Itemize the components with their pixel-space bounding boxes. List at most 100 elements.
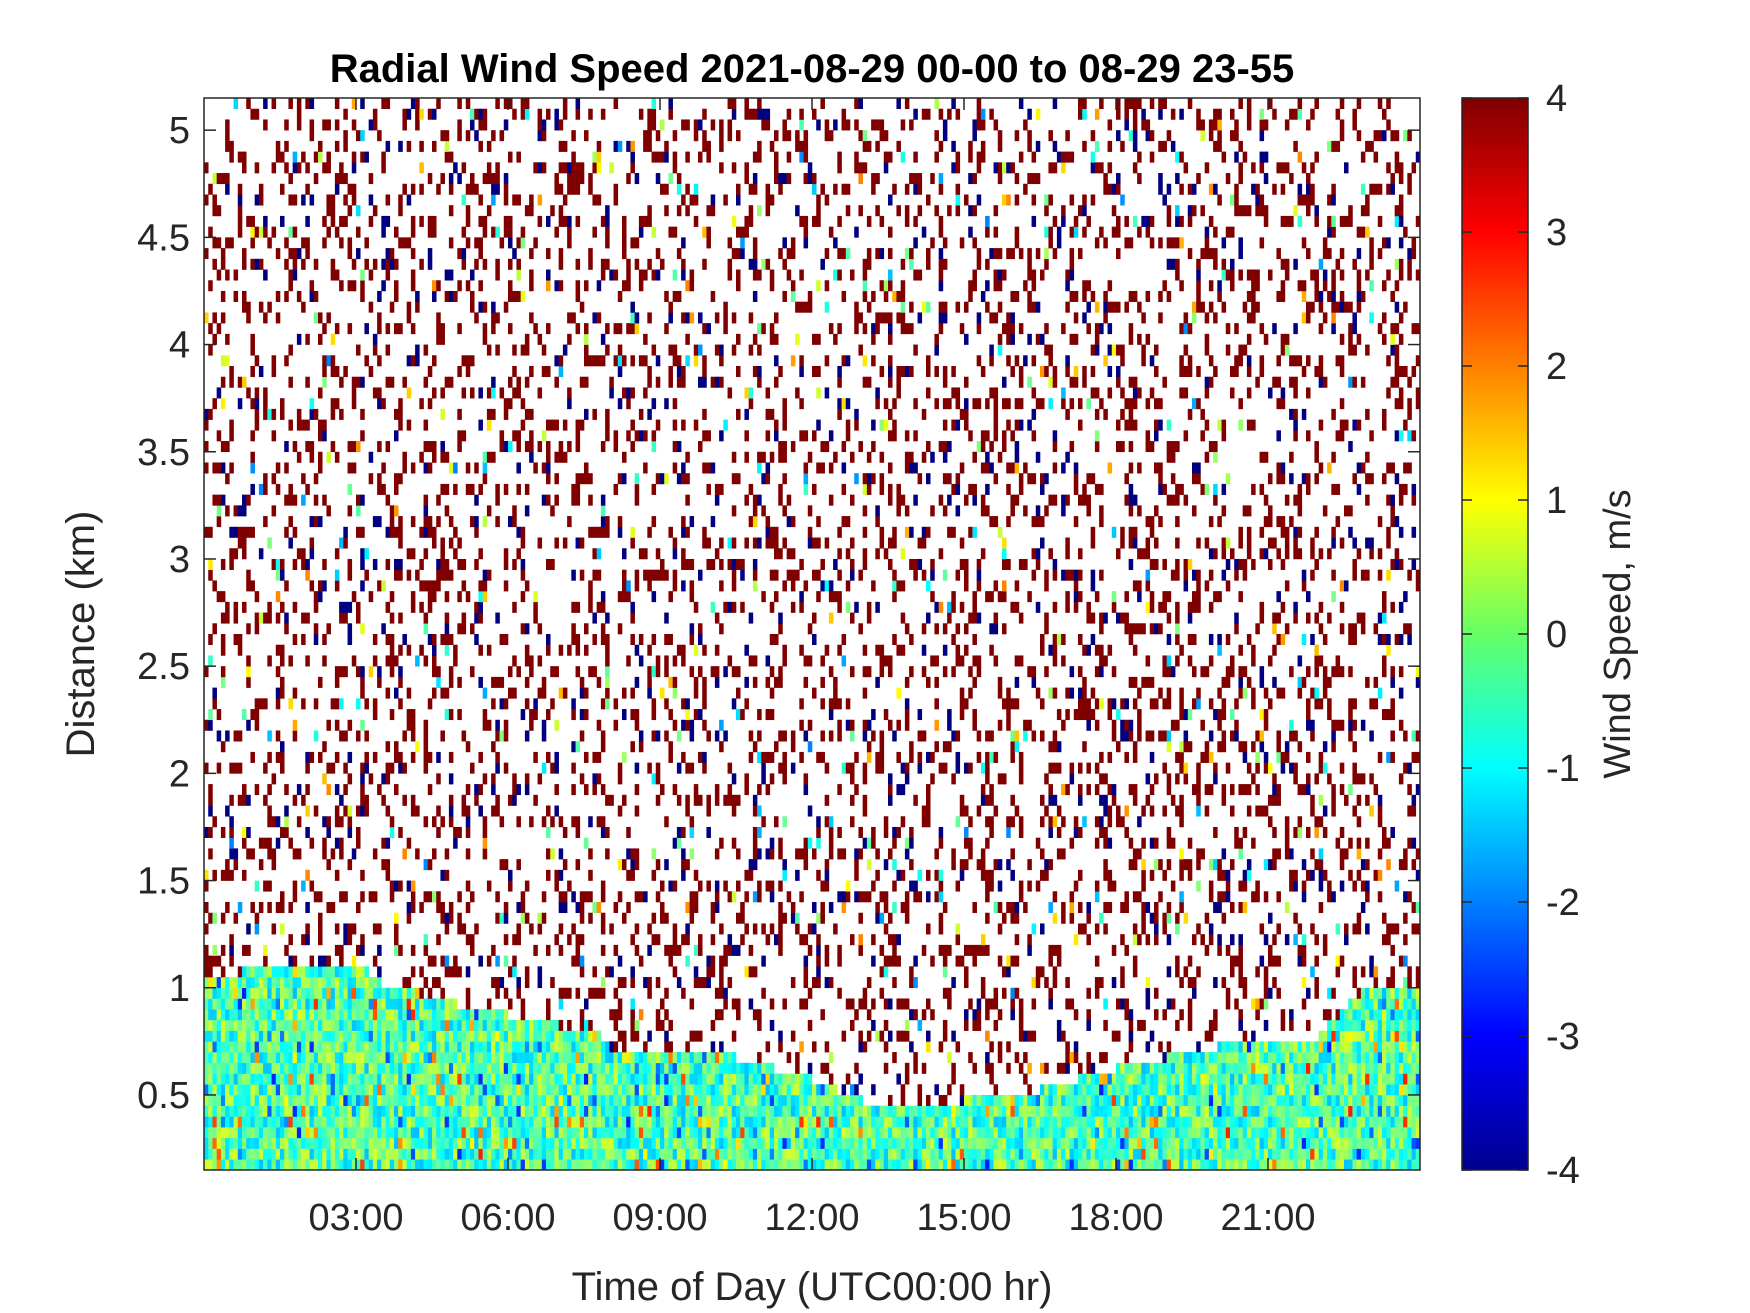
heatmap-cell bbox=[803, 140, 809, 152]
heatmap-cell bbox=[719, 966, 724, 978]
heatmap-cell bbox=[385, 269, 391, 281]
heatmap-cell bbox=[533, 237, 538, 249]
heatmap-cell bbox=[546, 1030, 551, 1042]
heatmap-cell bbox=[778, 451, 783, 463]
heatmap-cell bbox=[600, 880, 606, 892]
heatmap-cell bbox=[305, 1073, 310, 1085]
heatmap-cell bbox=[799, 1148, 804, 1160]
heatmap-cell bbox=[372, 387, 378, 399]
heatmap-cell bbox=[461, 248, 467, 260]
heatmap-cell bbox=[284, 1127, 289, 1139]
heatmap-cell bbox=[208, 344, 213, 356]
heatmap-cell bbox=[254, 612, 260, 624]
heatmap-cell bbox=[638, 741, 644, 753]
heatmap-cell bbox=[334, 1084, 340, 1096]
heatmap-cell bbox=[233, 1105, 239, 1117]
heatmap-cell bbox=[769, 1073, 775, 1085]
heatmap-cell bbox=[579, 891, 585, 903]
heatmap-cell bbox=[803, 730, 809, 742]
heatmap-cell bbox=[229, 816, 234, 828]
heatmap-cell bbox=[676, 1116, 682, 1128]
heatmap-cell bbox=[398, 1009, 403, 1021]
heatmap-cell bbox=[432, 441, 437, 453]
heatmap-cell bbox=[592, 1127, 597, 1139]
heatmap-cell bbox=[651, 1073, 657, 1085]
heatmap-cell bbox=[432, 977, 437, 989]
heatmap-cell bbox=[322, 419, 327, 431]
heatmap-cell bbox=[600, 730, 606, 742]
heatmap-cell bbox=[275, 462, 281, 474]
heatmap-cell bbox=[326, 1094, 331, 1106]
heatmap-cell bbox=[318, 1062, 323, 1074]
heatmap-cell bbox=[562, 987, 568, 999]
heatmap-cell bbox=[769, 687, 775, 699]
heatmap-cell bbox=[347, 623, 353, 635]
heatmap-cell bbox=[647, 666, 652, 678]
heatmap-cell bbox=[495, 162, 500, 174]
heatmap-cell bbox=[212, 1105, 217, 1117]
heatmap-cell bbox=[271, 773, 277, 785]
heatmap-cell bbox=[706, 462, 711, 474]
heatmap-cell bbox=[423, 1062, 429, 1074]
heatmap-cell bbox=[546, 1127, 551, 1139]
heatmap-cell bbox=[765, 430, 771, 442]
heatmap-cell bbox=[482, 848, 488, 860]
heatmap-cell bbox=[643, 130, 648, 142]
heatmap-cell bbox=[495, 977, 500, 989]
heatmap-cell bbox=[309, 537, 315, 549]
heatmap-cell bbox=[233, 1041, 239, 1053]
heatmap-cell bbox=[385, 634, 391, 646]
heatmap-cell bbox=[470, 1137, 475, 1149]
heatmap-cell bbox=[309, 1105, 315, 1117]
heatmap-cell bbox=[271, 998, 277, 1010]
heatmap-cell bbox=[280, 902, 285, 914]
heatmap-cell bbox=[617, 955, 623, 967]
heatmap-cell bbox=[423, 441, 429, 453]
heatmap-cell bbox=[668, 676, 673, 688]
heatmap-cell bbox=[541, 687, 547, 699]
heatmap-cell bbox=[356, 1137, 361, 1149]
heatmap-cell bbox=[242, 505, 247, 517]
heatmap-cell bbox=[246, 312, 251, 324]
heatmap-cell bbox=[410, 226, 416, 238]
heatmap-cell bbox=[267, 987, 272, 999]
heatmap-cell bbox=[588, 355, 593, 367]
heatmap-cell bbox=[512, 248, 517, 260]
heatmap-cell bbox=[710, 1073, 716, 1085]
heatmap-cell bbox=[748, 215, 754, 227]
heatmap-cell bbox=[242, 1105, 247, 1117]
heatmap-cell bbox=[495, 912, 500, 924]
heatmap-cell bbox=[660, 1019, 665, 1031]
heatmap-cell bbox=[267, 784, 272, 796]
heatmap-cell bbox=[457, 173, 462, 185]
heatmap-cell bbox=[305, 805, 310, 817]
heatmap-cell bbox=[605, 1073, 610, 1085]
heatmap-cell bbox=[368, 1009, 374, 1021]
heatmap-cell bbox=[752, 1116, 758, 1128]
heatmap-cell bbox=[702, 526, 707, 538]
heatmap-cell bbox=[681, 580, 686, 592]
heatmap-cell bbox=[672, 1137, 678, 1149]
heatmap-cell bbox=[275, 591, 281, 603]
heatmap-cell bbox=[237, 1159, 243, 1170]
heatmap-cell bbox=[596, 1052, 602, 1064]
heatmap-cell bbox=[651, 848, 657, 860]
heatmap-cell bbox=[782, 130, 787, 142]
heatmap-cell bbox=[630, 237, 635, 249]
heatmap-cell bbox=[499, 1073, 505, 1085]
heatmap-cell bbox=[698, 944, 703, 956]
heatmap-cell bbox=[453, 483, 458, 495]
heatmap-cell bbox=[744, 773, 749, 785]
heatmap-cell bbox=[448, 1116, 454, 1128]
heatmap-cell bbox=[630, 537, 635, 549]
heatmap-cell bbox=[533, 698, 538, 710]
heatmap-cell bbox=[719, 1148, 724, 1160]
heatmap-cell bbox=[229, 1159, 234, 1170]
heatmap-cell bbox=[326, 1105, 331, 1117]
heatmap-cell bbox=[225, 730, 230, 742]
heatmap-cell bbox=[461, 580, 467, 592]
heatmap-cell bbox=[326, 1159, 331, 1170]
heatmap-cell bbox=[288, 655, 293, 667]
heatmap-cell bbox=[377, 1159, 382, 1170]
heatmap-cell bbox=[774, 419, 779, 431]
